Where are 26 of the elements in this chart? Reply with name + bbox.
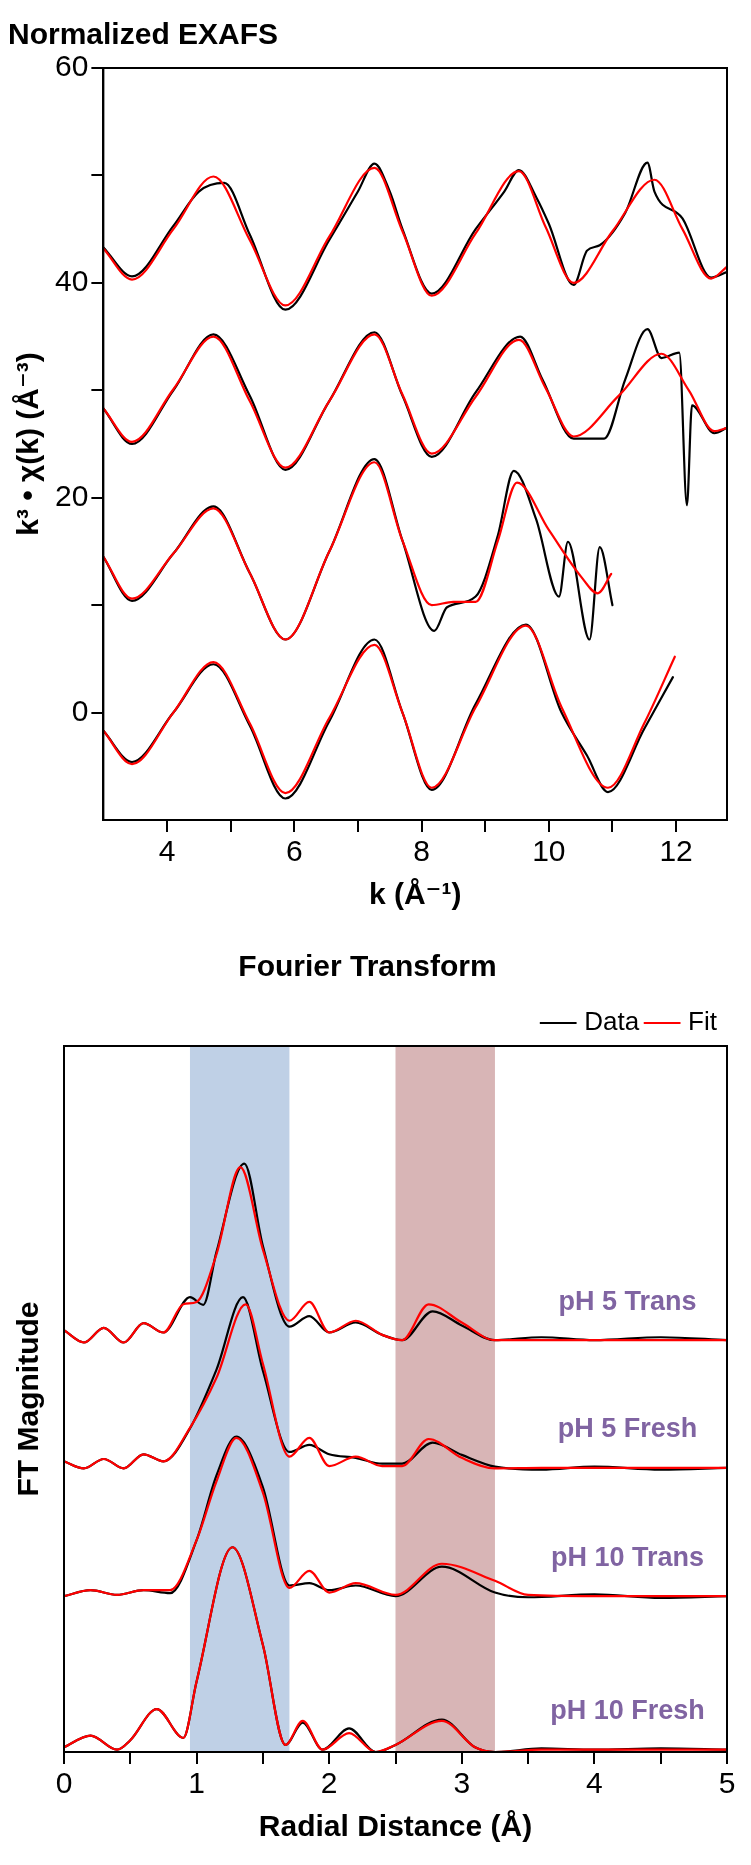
x-tick-label: 5 [718, 1766, 736, 1800]
x-tick-label: 4 [586, 1766, 603, 1800]
chart-title: Normalized EXAFS [8, 17, 279, 51]
x-tick-label: 10 [532, 834, 566, 868]
y-tick-label: 60 [54, 49, 89, 83]
chart-title: Fourier Transform [238, 949, 497, 983]
y-tick-label: 40 [54, 264, 89, 298]
x-tick-label: 1 [188, 1766, 205, 1800]
y-axis-title: FT Magnitude [11, 1301, 45, 1497]
x-tick-label: 6 [285, 834, 303, 868]
x-axis-title: Radial Distance (Å) [258, 1809, 533, 1843]
annotation: pH 10 Fresh [550, 1695, 705, 1726]
y-tick-label: 20 [54, 478, 89, 512]
annotation: pH 10 Trans [551, 1541, 705, 1572]
legend-label: Data [584, 1006, 640, 1037]
x-tick-label: 2 [320, 1766, 338, 1800]
x-tick-label: 3 [453, 1766, 471, 1800]
x-axis-title: k (Å⁻¹) [368, 877, 462, 911]
y-tick-label: 0 [71, 693, 89, 727]
x-tick-label: 12 [659, 834, 693, 868]
legend-label: Fit [688, 1006, 718, 1037]
annotation: pH 5 Trans [558, 1285, 697, 1316]
annotation: pH 5 Fresh [557, 1413, 698, 1444]
x-tick-label: 4 [158, 834, 176, 868]
y-axis-title: k³ • χ(k) (Å⁻³) [11, 352, 45, 536]
x-tick-label: 8 [413, 834, 430, 868]
